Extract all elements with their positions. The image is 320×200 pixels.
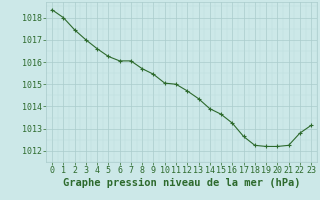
X-axis label: Graphe pression niveau de la mer (hPa): Graphe pression niveau de la mer (hPa) — [63, 178, 300, 188]
